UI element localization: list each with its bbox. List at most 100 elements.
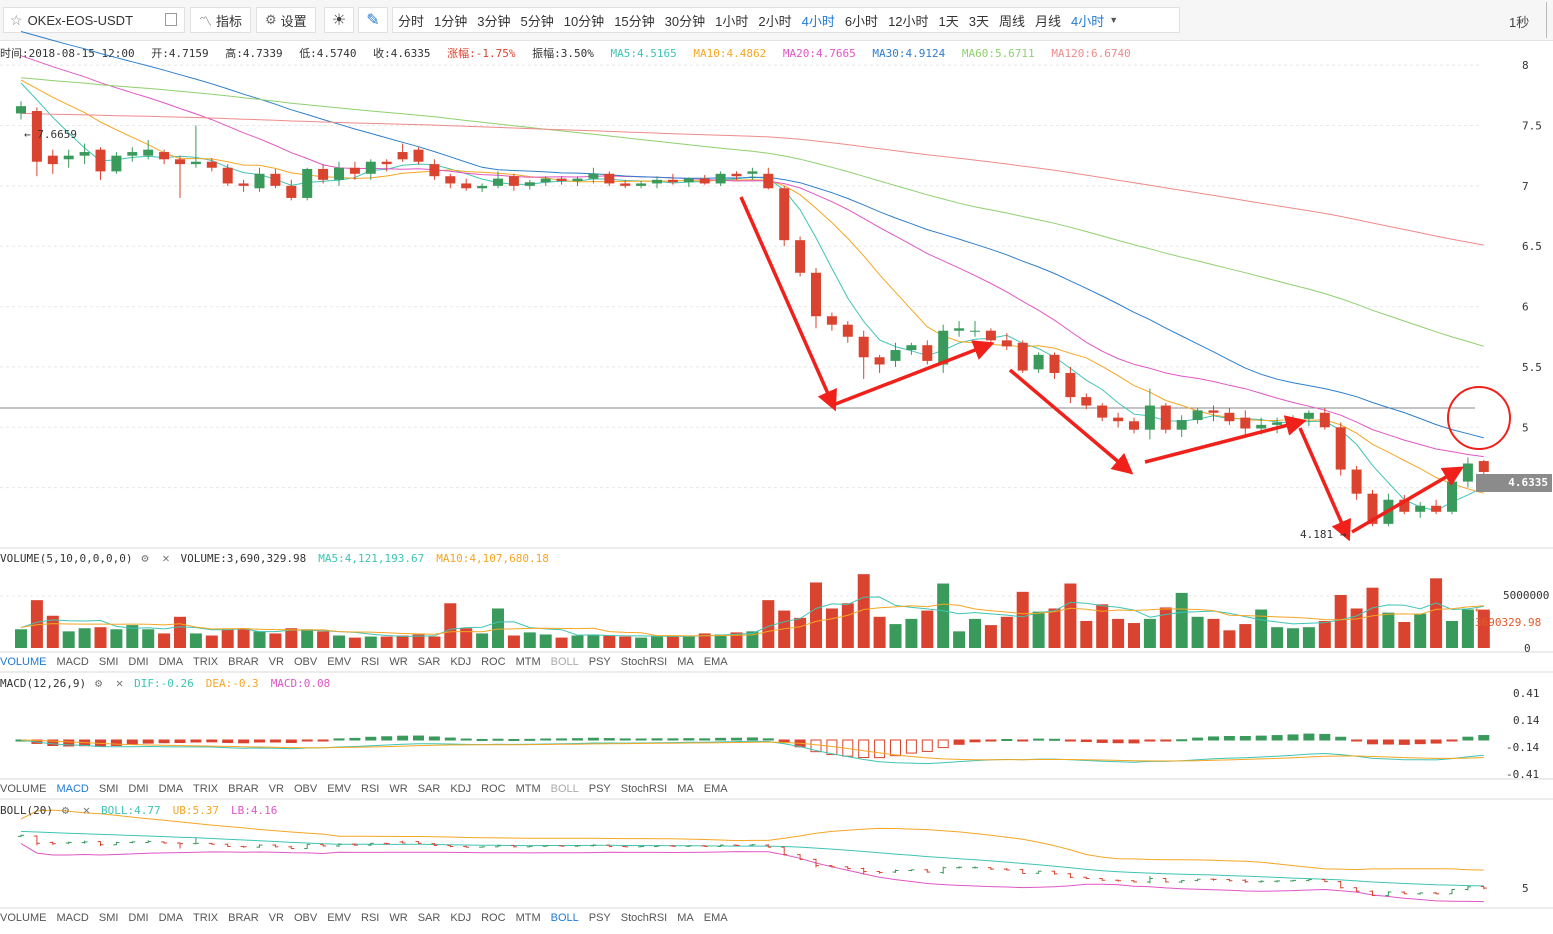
close-icon[interactable]: ✕ (115, 675, 124, 690)
close-icon[interactable]: ✕ (162, 550, 170, 565)
indicator-tab-roc[interactable]: ROC (481, 912, 506, 924)
indicator-tab-dmi[interactable]: DMI (128, 912, 149, 924)
period-4[interactable]: 10分钟 (563, 13, 605, 29)
indicator-tab-boll[interactable]: BOLL (550, 783, 579, 795)
popout-icon[interactable] (165, 13, 177, 26)
indicator-tab-boll[interactable]: BOLL (550, 656, 579, 668)
indicator-tab-brar[interactable]: BRAR (228, 783, 259, 795)
indicator-tab-wr[interactable]: WR (389, 912, 408, 924)
period-10[interactable]: 6小时 (844, 13, 879, 29)
indicator-tab-trix[interactable]: TRIX (193, 783, 219, 795)
indicator-tab-macd[interactable]: MACD (56, 783, 89, 795)
indicator-tab-brar[interactable]: BRAR (228, 912, 259, 924)
symbol-selector[interactable]: ☆ OKEx-EOS-USDT (3, 7, 185, 33)
indicators-button[interactable]: 〽 指标 (190, 7, 252, 33)
indicator-tab-dmi[interactable]: DMI (128, 783, 149, 795)
indicator-tab-mtm[interactable]: MTM (515, 656, 541, 668)
chevron-down-icon[interactable]: ▼ (1109, 15, 1119, 25)
indicator-tab-smi[interactable]: SMI (98, 912, 119, 924)
indicator-tab-trix[interactable]: TRIX (193, 656, 219, 668)
indicator-tab-boll[interactable]: BOLL (550, 912, 579, 924)
indicator-tab-psy[interactable]: PSY (588, 912, 611, 924)
indicator-tab-ema[interactable]: EMA (703, 783, 728, 795)
gear-icon[interactable]: ⚙ (61, 802, 70, 817)
indicator-tab-sar[interactable]: SAR (417, 783, 441, 795)
indicator-tab-rsi[interactable]: RSI (361, 656, 380, 668)
indicator-tab-wr[interactable]: WR (389, 783, 408, 795)
candle-down (159, 152, 170, 160)
indicator-tab-ma[interactable]: MA (677, 783, 694, 795)
indicator-tab-psy[interactable]: PSY (588, 656, 611, 668)
indicator-tab-obv[interactable]: OBV (293, 783, 318, 795)
indicator-tab-vr[interactable]: VR (268, 912, 284, 924)
indicator-tab-obv[interactable]: OBV (293, 912, 318, 924)
indicator-tab-kdj[interactable]: KDJ (450, 656, 472, 668)
period-5[interactable]: 15分钟 (614, 13, 655, 29)
indicator-tab-stochrsi[interactable]: StochRSI (620, 656, 668, 668)
volume-bar (205, 635, 218, 648)
indicator-tab-smi[interactable]: SMI (98, 783, 119, 795)
indicator-tab-rsi[interactable]: RSI (361, 912, 380, 924)
indicator-tab-volume[interactable]: VOLUME (0, 783, 47, 795)
indicator-tab-ma[interactable]: MA (677, 912, 694, 924)
indicator-tab-roc[interactable]: ROC (481, 783, 506, 795)
close-icon[interactable]: ✕ (82, 802, 91, 817)
indicator-tab-ema[interactable]: EMA (703, 656, 728, 668)
indicator-tab-emv[interactable]: EMV (327, 656, 352, 668)
gear-icon[interactable]: ⚙ (94, 675, 103, 690)
indicator-tab-trix[interactable]: TRIX (193, 912, 219, 924)
period-8[interactable]: 2小时 (758, 13, 792, 29)
period-11[interactable]: 12小时 (888, 13, 929, 29)
period-1[interactable]: 1分钟 (434, 13, 468, 29)
indicator-tab-psy[interactable]: PSY (588, 783, 611, 795)
indicator-tab-emv[interactable]: EMV (327, 783, 352, 795)
period-2[interactable]: 3分钟 (477, 13, 511, 29)
expand-icon[interactable] (1546, 2, 1553, 38)
indicator-tab-mtm[interactable]: MTM (515, 783, 541, 795)
period-dropdown[interactable]: 4小时 (1071, 13, 1105, 29)
period-14[interactable]: 周线 (999, 13, 1026, 29)
indicator-tab-macd[interactable]: MACD (56, 912, 89, 924)
indicator-tab-brar[interactable]: BRAR (228, 656, 259, 668)
indicator-tab-dma[interactable]: DMA (158, 783, 184, 795)
indicator-tab-mtm[interactable]: MTM (515, 912, 541, 924)
indicator-tab-dma[interactable]: DMA (158, 912, 184, 924)
settings-button[interactable]: ⚙ 设置 (256, 7, 316, 33)
period-12[interactable]: 1天 (938, 13, 959, 29)
period-13[interactable]: 3天 (968, 13, 989, 29)
indicator-tab-volume[interactable]: VOLUME (0, 656, 47, 668)
theme-toggle-button[interactable]: ☀ (324, 7, 354, 33)
period-3[interactable]: 5分钟 (520, 13, 554, 29)
indicator-tab-vr[interactable]: VR (268, 656, 284, 668)
period-15[interactable]: 月线 (1035, 13, 1062, 29)
period-0[interactable]: 分时 (398, 13, 425, 29)
indicator-tab-macd[interactable]: MACD (56, 656, 89, 668)
indicator-tab-stochrsi[interactable]: StochRSI (620, 912, 668, 924)
indicator-tab-obv[interactable]: OBV (293, 656, 318, 668)
indicator-tab-roc[interactable]: ROC (481, 656, 506, 668)
indicator-tab-ema[interactable]: EMA (703, 912, 728, 924)
indicator-tab-smi[interactable]: SMI (98, 656, 119, 668)
macd-bar (524, 738, 536, 741)
indicator-tab-ma[interactable]: MA (677, 656, 694, 668)
indicator-tab-dmi[interactable]: DMI (128, 656, 149, 668)
period-6[interactable]: 30分钟 (664, 13, 706, 29)
indicator-tab-kdj[interactable]: KDJ (450, 783, 472, 795)
indicator-tab-sar[interactable]: SAR (417, 912, 441, 924)
indicator-tab-kdj[interactable]: KDJ (450, 912, 472, 924)
indicator-tab-stochrsi[interactable]: StochRSI (620, 783, 668, 795)
period-7[interactable]: 1小时 (715, 13, 749, 29)
indicator-tab-rsi[interactable]: RSI (361, 783, 380, 795)
indicator-tab-vr[interactable]: VR (268, 783, 284, 795)
indicator-tab-wr[interactable]: WR (389, 656, 408, 668)
indicator-tab-volume[interactable]: VOLUME (0, 912, 47, 924)
star-icon[interactable]: ☆ (10, 11, 23, 28)
indicator-tab-sar[interactable]: SAR (417, 656, 441, 668)
period-9[interactable]: 4小时 (801, 13, 835, 29)
draw-tool-button[interactable]: ✎ (358, 7, 388, 33)
refresh-interval[interactable]: 1秒 (1509, 15, 1530, 30)
indicator-tab-emv[interactable]: EMV (327, 912, 352, 924)
indicator-tab-dma[interactable]: DMA (158, 656, 184, 668)
gear-icon[interactable]: ⚙ (141, 550, 149, 565)
